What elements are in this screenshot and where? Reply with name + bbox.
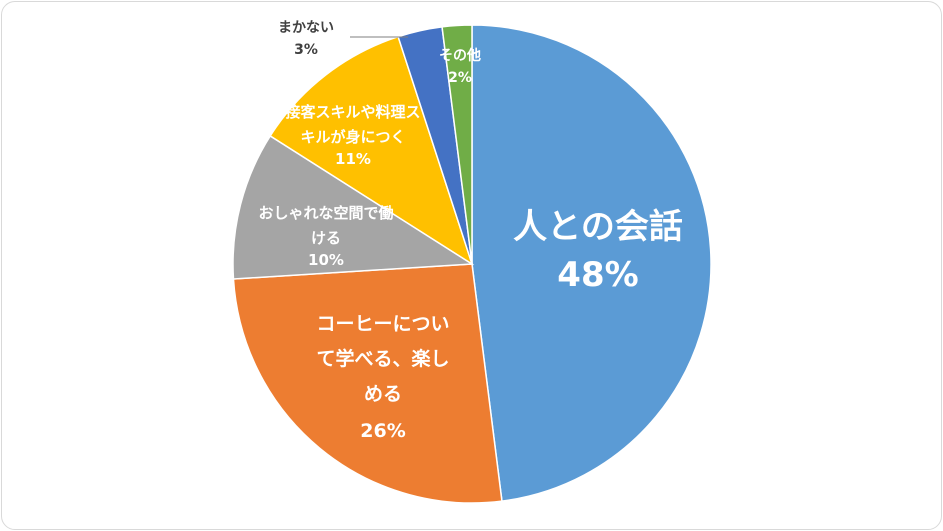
slice-label: おしゃれな空間で働ける [258, 204, 393, 247]
pie-slice [471, 24, 712, 502]
slice-percent-label: 10% [308, 251, 344, 269]
slice-percent-label: 26% [360, 420, 405, 442]
slice-percent-label: 11% [335, 150, 371, 168]
pie-slice [232, 134, 475, 280]
slice-percent-label: 3% [294, 42, 318, 58]
pie-slice [232, 263, 503, 504]
slice-label: その他 [439, 47, 481, 64]
slice-label: 接客スキルや料理スキルが身につく [285, 103, 420, 146]
pie-slice [269, 35, 474, 266]
slice-label: まかない [278, 20, 334, 36]
slice-label: 人との会話 [513, 207, 683, 247]
pie-slice [441, 24, 473, 265]
slice-percent-label: 48% [557, 255, 638, 295]
slice-percent-label: 2% [448, 70, 472, 86]
slice-label: コーヒーについて学べる、楽しめる [316, 313, 449, 405]
